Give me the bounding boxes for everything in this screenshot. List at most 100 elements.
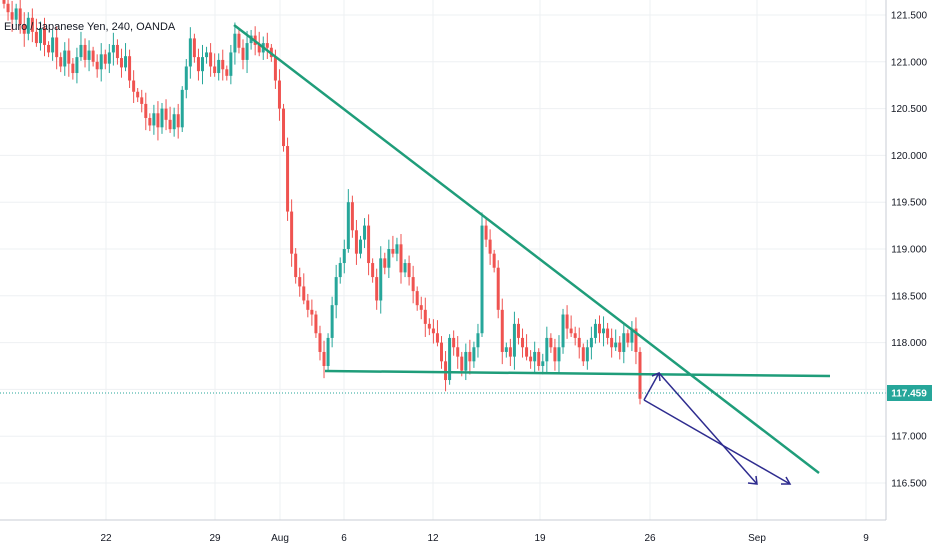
candle-body bbox=[164, 108, 168, 120]
candle bbox=[589, 326, 593, 360]
candle-body bbox=[597, 323, 601, 334]
candle bbox=[71, 58, 75, 80]
candle bbox=[6, 0, 10, 21]
candle-body bbox=[448, 337, 452, 381]
candle bbox=[294, 248, 298, 284]
candle-body bbox=[346, 202, 350, 249]
candle bbox=[314, 310, 318, 338]
candle-body bbox=[213, 66, 217, 74]
candle-body bbox=[541, 361, 545, 366]
candle bbox=[111, 32, 115, 66]
candle-body bbox=[47, 44, 51, 53]
candle-body bbox=[6, 3, 10, 13]
candle-body bbox=[168, 119, 172, 130]
candle bbox=[140, 89, 144, 113]
candle bbox=[192, 33, 196, 63]
candle-body bbox=[545, 337, 549, 362]
candle-body bbox=[205, 52, 209, 58]
candle-body bbox=[30, 17, 34, 32]
candle-body bbox=[257, 44, 261, 53]
candle bbox=[91, 46, 95, 67]
candle-body bbox=[314, 314, 318, 334]
candle-body bbox=[140, 97, 144, 104]
support-trendline[interactable] bbox=[324, 369, 831, 378]
candle-body bbox=[622, 333, 626, 352]
candle-body bbox=[533, 351, 537, 362]
candle bbox=[529, 350, 533, 369]
time-tick-label: 12 bbox=[427, 533, 439, 544]
time-axis[interactable]: 22 29 Aug 6 12 19 26 Sep 9 bbox=[100, 533, 869, 544]
candle-body bbox=[618, 342, 622, 352]
candle bbox=[387, 239, 391, 279]
price-tick-label: 120.500 bbox=[891, 104, 928, 115]
time-tick-label: 9 bbox=[863, 533, 869, 544]
candle-body bbox=[516, 323, 520, 338]
candle bbox=[423, 297, 427, 337]
candle bbox=[358, 235, 362, 259]
candle bbox=[488, 229, 492, 265]
candle-body bbox=[326, 337, 330, 366]
candle bbox=[533, 341, 537, 373]
candle-body bbox=[55, 37, 59, 58]
candle bbox=[136, 88, 140, 103]
candle-body bbox=[180, 89, 184, 128]
candle-body bbox=[630, 328, 634, 343]
candle-body bbox=[237, 33, 241, 48]
candle-body bbox=[26, 17, 30, 34]
candle-body bbox=[225, 69, 229, 76]
candle-body bbox=[91, 50, 95, 62]
candle-body bbox=[342, 249, 346, 264]
candle-body bbox=[383, 258, 387, 268]
candle-body bbox=[286, 146, 290, 212]
last-price-tag: 117.459 bbox=[887, 385, 932, 401]
candle bbox=[630, 321, 634, 352]
price-axis[interactable]: 121.500 121.000 120.500 120.000 119.500 119.0… bbox=[891, 11, 928, 490]
candle-body bbox=[330, 305, 334, 338]
candle bbox=[265, 32, 269, 59]
candle bbox=[132, 70, 136, 103]
candle bbox=[407, 255, 411, 286]
candle bbox=[618, 336, 622, 360]
candle bbox=[431, 319, 435, 344]
candle-body bbox=[83, 44, 87, 60]
candle bbox=[67, 38, 71, 77]
candle bbox=[164, 99, 168, 131]
candle-body bbox=[241, 47, 245, 60]
candle bbox=[34, 18, 38, 47]
candle bbox=[277, 69, 281, 121]
candle-body bbox=[273, 57, 277, 81]
candle bbox=[577, 327, 581, 359]
candle-body bbox=[480, 225, 484, 334]
descending-trendline[interactable] bbox=[233, 24, 820, 474]
candle bbox=[399, 234, 403, 284]
candle bbox=[30, 8, 34, 43]
candle-body bbox=[196, 57, 200, 72]
projection-arrow-1[interactable] bbox=[643, 371, 758, 485]
candle-body bbox=[172, 114, 176, 130]
candle bbox=[196, 48, 200, 81]
candle-body bbox=[391, 249, 395, 254]
candle-body bbox=[529, 356, 533, 362]
candle bbox=[26, 12, 30, 41]
candle bbox=[217, 53, 221, 81]
candle-body bbox=[245, 43, 249, 60]
candle bbox=[75, 47, 79, 84]
candle-body bbox=[557, 347, 561, 362]
candle-body bbox=[107, 52, 111, 64]
candle bbox=[456, 336, 460, 369]
candle bbox=[525, 334, 529, 361]
candle bbox=[302, 273, 306, 305]
candle-body bbox=[581, 347, 585, 362]
candle bbox=[115, 39, 119, 65]
candle-body bbox=[2, 0, 6, 4]
candle-body bbox=[334, 277, 338, 306]
candle bbox=[342, 239, 346, 274]
candle bbox=[14, 3, 18, 26]
candle-body bbox=[589, 337, 593, 348]
drawings[interactable] bbox=[233, 24, 831, 485]
candle bbox=[43, 17, 47, 57]
grid bbox=[0, 0, 886, 520]
candle bbox=[622, 322, 626, 364]
projection-arrow-2[interactable] bbox=[643, 399, 792, 485]
